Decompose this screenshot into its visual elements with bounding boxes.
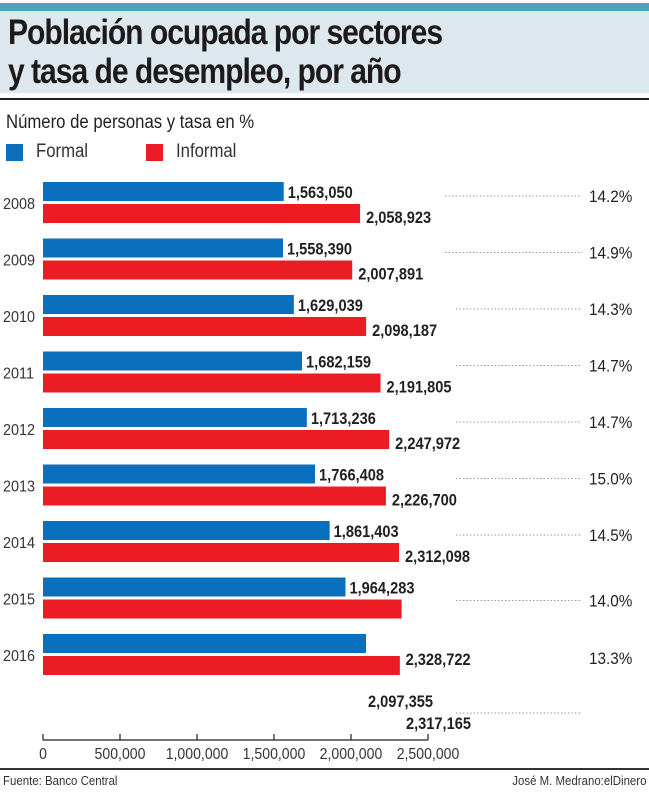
bar-formal (43, 464, 316, 484)
x-axis-tick-label: 500,000 (95, 745, 146, 763)
title-line-2: y tasa de desempleo, por año (8, 52, 402, 91)
data-label-formal: 1,558,390 (287, 241, 352, 259)
footer-source: Fuente: Banco Central (3, 773, 118, 788)
bar-informal (43, 486, 386, 506)
data-label-informal: 2,226,700 (392, 492, 457, 510)
bar-formal (43, 351, 303, 371)
bar-formal (43, 182, 284, 201)
data-label-formal: 1,713,236 (311, 410, 376, 428)
bar-formal (43, 408, 307, 427)
data-label-informal: 2,328,722 (406, 651, 471, 669)
x-axis-tick-label: 1,000,000 (166, 745, 229, 763)
data-label-informal: 2,191,805 (387, 379, 452, 397)
unemployment-rate-label: 14.3% (589, 300, 632, 319)
title-line-1: Población ocupada por sectores (8, 13, 443, 52)
x-axis-tick-label: 2,000,000 (320, 745, 383, 763)
data-label-formal: 2,097,355 (368, 693, 433, 711)
data-label-informal: 2,312,098 (405, 548, 470, 566)
bar-informal (43, 260, 353, 280)
legend-item-informal: Informal (146, 141, 245, 163)
bar-informal (43, 656, 400, 675)
data-label-informal: 2,007,891 (358, 266, 423, 284)
unemployment-rate-label: 14.7% (589, 357, 632, 376)
bar-formal (43, 238, 283, 258)
bar-formal (43, 634, 366, 653)
bar-informal (43, 430, 390, 449)
data-label-informal: 2,247,972 (395, 435, 460, 453)
data-label-formal: 1,682,159 (306, 354, 371, 372)
data-label-formal: 1,766,408 (319, 467, 384, 485)
bar-informal (43, 599, 402, 619)
legend-swatch-formal (6, 143, 23, 161)
footer-divider (0, 768, 649, 770)
legend-label-formal: Formal (36, 141, 89, 162)
category-label: 2009 (3, 252, 35, 270)
data-label-informal: 2,058,923 (366, 209, 431, 227)
unemployment-rate-label: 14.9% (589, 244, 632, 263)
page-title: Población ocupada por sectores y tasa de… (8, 13, 443, 91)
legend-item-formal: Formal (6, 141, 95, 163)
bar-chart: 2008 1,563,050 2,058,923 14.2% 2009 1,558,390… (3, 182, 632, 763)
bar-informal (43, 204, 361, 223)
unemployment-rate-label: 14.7% (589, 413, 632, 432)
data-label-formal: 1,629,039 (298, 297, 363, 315)
bar-informal (43, 317, 367, 336)
category-label: 2012 (3, 421, 35, 439)
footer-credit: José M. Medrano:elDinero (511, 773, 646, 788)
category-label: 2014 (3, 534, 36, 552)
unemployment-rate-label: 14.2% (589, 187, 632, 206)
data-label-formal: 1,563,050 (288, 184, 353, 202)
chart-subtitle: Número de personas y tasa en % (6, 112, 255, 133)
legend-label-informal: Informal (176, 141, 237, 162)
data-label-informal: 2,317,165 (406, 715, 471, 733)
category-label: 2010 (3, 308, 35, 326)
header-divider (0, 98, 649, 100)
bar-formal (43, 521, 330, 540)
category-label: 2016 (3, 647, 35, 665)
bar-formal (43, 295, 294, 314)
data-label-formal: 1,964,283 (349, 580, 414, 598)
x-axis-tick-label: 1,500,000 (243, 745, 306, 763)
category-label: 2015 (3, 591, 35, 609)
category-label: 2011 (3, 365, 34, 383)
bar-informal (43, 543, 400, 562)
category-label: 2013 (3, 478, 35, 496)
unemployment-rate-label: 13.3% (589, 649, 632, 668)
unemployment-rate-label: 15.0% (589, 470, 632, 489)
data-label-formal: 1,861,403 (334, 523, 399, 541)
category-label: 2008 (3, 195, 35, 213)
bar-informal (43, 373, 381, 393)
x-axis-tick-label: 0 (39, 745, 47, 763)
legend-swatch-informal (146, 143, 163, 161)
x-axis-tick-label: 2,500,000 (397, 745, 460, 763)
top-accent-strip (0, 3, 649, 11)
bar-formal (43, 577, 346, 597)
unemployment-rate-label: 14.0% (589, 592, 632, 611)
unemployment-rate-label: 14.5% (589, 526, 632, 545)
data-label-informal: 2,098,187 (372, 322, 437, 340)
header-band (0, 11, 649, 93)
